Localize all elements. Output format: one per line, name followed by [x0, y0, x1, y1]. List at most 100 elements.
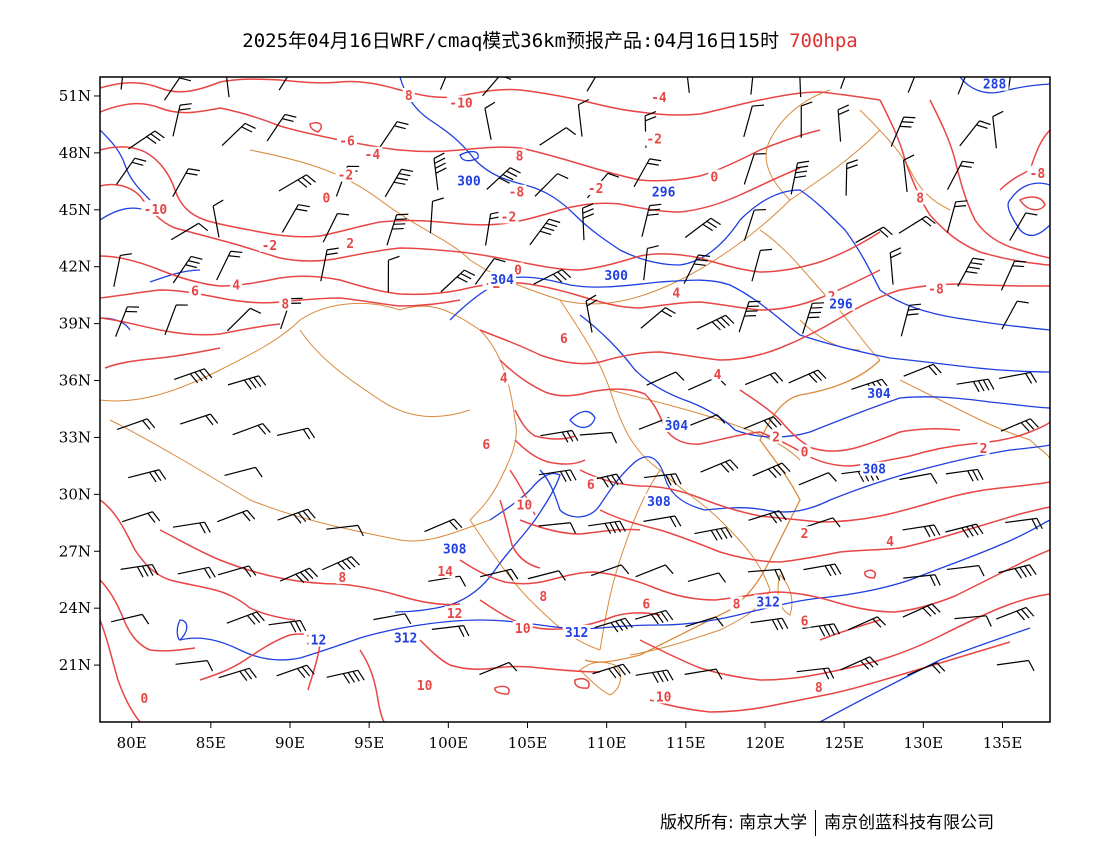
height-contour: [449, 276, 1050, 373]
temperature-label: 2: [980, 442, 988, 457]
temperature-label: 4: [714, 368, 722, 383]
lon-tick-label: 115E: [666, 734, 706, 752]
wind-barb: [890, 116, 916, 147]
wind-barb: [581, 203, 595, 241]
height-label: 300: [604, 269, 628, 284]
temperature-label-bg: [337, 133, 357, 148]
wind-barb: [957, 257, 985, 287]
wind-barb: [957, 77, 966, 95]
wind-barb: [903, 574, 941, 587]
temperature-label-bg: [189, 283, 201, 298]
height-label-bg: [662, 418, 691, 433]
temperature-contour: [864, 569, 877, 579]
temperature-label-bg: [708, 169, 721, 184]
height-contour: [149, 269, 201, 283]
wind-barb: [484, 101, 496, 140]
map-frame: [99, 76, 1051, 723]
wind-barb: [902, 154, 915, 193]
height-label-bg: [644, 493, 673, 508]
temperature-contours: [100, 78, 1050, 722]
temperature-label: 8: [733, 597, 741, 612]
temperature-label-bg: [506, 184, 527, 199]
temperature-label: 8: [815, 681, 823, 696]
temperature-label: -6: [339, 135, 355, 150]
wind-barb: [322, 212, 350, 243]
wind-barb: [177, 566, 216, 579]
temperature-label-bg: [402, 87, 415, 102]
temperature-label-bg: [230, 277, 243, 292]
wind-barb: [121, 511, 161, 523]
wind-barb: [998, 564, 1037, 579]
wind-barb: [172, 255, 203, 284]
temperature-label: 2: [772, 430, 780, 445]
temperature-label: 0: [710, 171, 718, 186]
height-contour: [394, 472, 561, 613]
height-contour: [176, 619, 188, 641]
wind-barb: [900, 303, 922, 337]
wind-barb: [640, 307, 676, 329]
height-label-bg: [754, 594, 783, 609]
temperature-label: 10: [517, 499, 533, 514]
height-label: 312: [565, 626, 588, 641]
temperature-label-bg: [414, 677, 435, 692]
temperature-contour: [739, 389, 961, 452]
wind-barb: [281, 204, 310, 233]
height-contour: [819, 627, 1031, 722]
lon-tick-label: 110E: [587, 734, 627, 752]
wind-barb: [643, 515, 682, 528]
wind-barb: [217, 509, 256, 523]
temperature-label-bg: [513, 148, 526, 163]
boundary-line: [759, 229, 881, 361]
map-title: 2025年04月16日WRF/cmaq模式36km预报产品:04月16日15时 7…: [0, 26, 1100, 53]
wind-barb: [802, 623, 841, 637]
wind-barb: [752, 462, 791, 478]
wind-barb: [696, 314, 735, 331]
temperature-label-bg: [435, 564, 456, 579]
wind-barb: [424, 518, 463, 533]
wind-barb: [743, 104, 765, 138]
boundary-line: [100, 303, 517, 521]
height-label-bg: [454, 173, 483, 188]
wind-barb: [743, 416, 782, 430]
wind-barb: [748, 568, 786, 581]
wind-barb: [163, 77, 194, 101]
wind-barb: [743, 153, 766, 185]
height-label-bg: [865, 385, 893, 400]
temperature-label-bg: [497, 370, 510, 385]
lon-tick-label: 90E: [275, 734, 305, 752]
wind-barb: [326, 669, 365, 684]
wind-barb: [538, 522, 577, 534]
temperature-label: 4: [500, 372, 508, 387]
lon-tick-label: 135E: [983, 734, 1023, 752]
temperature-label-bg: [259, 237, 280, 252]
wind-barb: [480, 568, 519, 581]
boundary-line: [559, 299, 721, 521]
boundary-line: [599, 469, 661, 651]
wind-barb: [120, 77, 124, 90]
temperature-label-bg: [512, 621, 533, 636]
temperature-label-bg: [770, 429, 783, 444]
wind-barb: [837, 104, 850, 142]
temperature-label: 8: [516, 150, 524, 165]
temperature-label: 6: [560, 332, 568, 347]
temperature-label: 2: [801, 527, 809, 542]
temperature-label-bg: [336, 569, 349, 584]
wind-barb: [743, 208, 766, 241]
wind-barb: [643, 245, 659, 281]
height-label: 304: [665, 419, 689, 434]
temperature-contour: [639, 593, 1050, 681]
boundary-line: [299, 329, 471, 418]
temperature-contour: [100, 317, 281, 336]
temperature-label-bg: [584, 476, 597, 491]
wind-barb: [386, 213, 409, 246]
latitude-axis: 21N 24N 27N 30N 33N 36N 39N 42N 45N 48N 51N: [59, 87, 100, 674]
lat-tick-label: 48N: [59, 144, 91, 162]
wind-barb: [803, 563, 842, 577]
temperature-contour: [599, 506, 1050, 563]
lon-tick-label: 125E: [824, 734, 864, 752]
wind-barb: [474, 257, 506, 285]
height-label-bg: [649, 184, 678, 199]
wind-barb: [276, 664, 315, 678]
temperature-contour: [159, 529, 461, 606]
wind-barb: [128, 469, 167, 483]
